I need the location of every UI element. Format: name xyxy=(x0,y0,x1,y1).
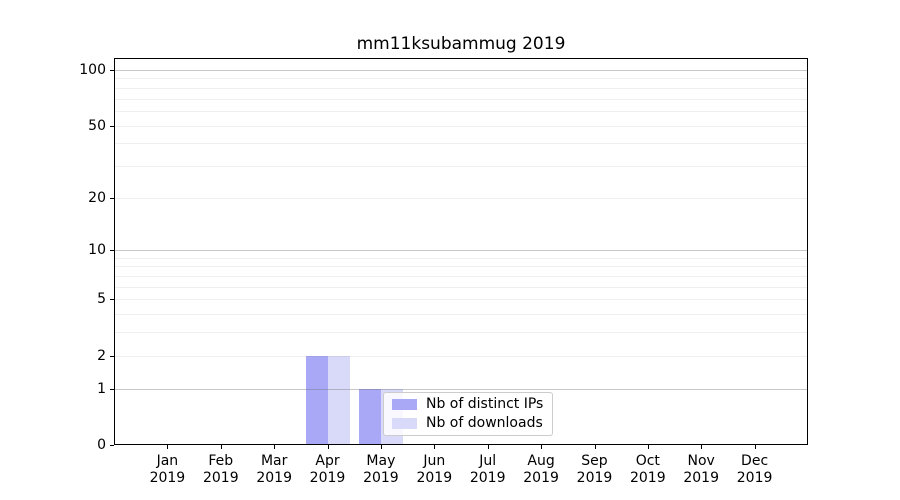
legend-swatch-distinct-ips xyxy=(392,399,417,410)
y-tick-mark xyxy=(110,299,114,301)
major-gridline xyxy=(114,388,808,390)
minor-gridline xyxy=(114,314,808,316)
minor-gridline xyxy=(114,98,808,100)
legend-swatch-downloads xyxy=(392,418,417,429)
major-gridline xyxy=(114,70,808,71)
x-tick-mark xyxy=(167,445,169,449)
minor-gridline xyxy=(114,143,808,145)
y-tick-mark xyxy=(110,250,114,252)
x-tick-mark xyxy=(541,445,543,449)
y-tick-label: 5 xyxy=(97,291,106,308)
legend-item-distinct-ips: Nb of distinct IPs xyxy=(392,397,543,412)
y-tick-label: 2 xyxy=(97,347,106,364)
y-tick-label: 50 xyxy=(88,117,106,134)
minor-gridline xyxy=(114,355,808,357)
minor-gridline xyxy=(114,125,808,127)
x-tick-mark xyxy=(434,445,436,449)
legend-label-downloads: Nb of downloads xyxy=(426,415,543,431)
minor-gridline xyxy=(114,257,808,259)
x-tick-label: Feb 2019 xyxy=(202,453,239,486)
x-tick-label: Nov 2019 xyxy=(683,453,719,486)
x-tick-label: Jul 2019 xyxy=(469,453,506,486)
x-tick-label: Jun 2019 xyxy=(416,453,453,486)
y-tick-label: 10 xyxy=(88,242,106,259)
x-tick-mark xyxy=(487,445,489,449)
bar-distinct-ips xyxy=(305,355,328,445)
bar-distinct-ips xyxy=(358,388,381,445)
y-tick-mark xyxy=(110,125,114,127)
x-tick-label: Jan 2019 xyxy=(149,453,186,486)
legend: Nb of distinct IPs Nb of downloads xyxy=(383,392,554,436)
x-tick-mark xyxy=(647,445,649,449)
minor-gridline xyxy=(114,332,808,334)
x-tick-label: May 2019 xyxy=(363,453,399,486)
y-tick-mark xyxy=(110,445,114,446)
y-tick-label: 1 xyxy=(97,380,106,397)
legend-item-downloads: Nb of downloads xyxy=(392,416,543,431)
x-tick-label: Aug 2019 xyxy=(523,453,559,486)
minor-gridline xyxy=(114,266,808,268)
x-tick-mark xyxy=(754,445,756,449)
minor-gridline xyxy=(114,110,808,112)
x-tick-mark xyxy=(380,445,382,449)
minor-gridline xyxy=(114,299,808,301)
x-tick-mark xyxy=(327,445,329,449)
legend-label-distinct-ips: Nb of distinct IPs xyxy=(426,396,544,412)
x-tick-mark xyxy=(594,445,596,449)
minor-gridline xyxy=(114,165,808,167)
x-tick-mark xyxy=(701,445,703,449)
plot-area xyxy=(114,58,808,445)
minor-gridline xyxy=(114,87,808,89)
chart-title: mm11ksubammug 2019 xyxy=(356,34,566,54)
x-tick-label: Apr 2019 xyxy=(309,453,346,486)
minor-gridline xyxy=(114,286,808,288)
x-tick-label: Sep 2019 xyxy=(576,453,613,486)
x-tick-mark xyxy=(220,445,222,449)
y-tick-mark xyxy=(110,355,114,357)
y-tick-mark xyxy=(110,197,114,199)
y-tick-mark xyxy=(110,70,114,71)
x-tick-label: Oct 2019 xyxy=(629,453,666,486)
bar-downloads xyxy=(327,355,350,445)
y-tick-label: 100 xyxy=(79,62,106,78)
major-gridline xyxy=(114,250,808,252)
y-tick-mark xyxy=(110,388,114,390)
y-tick-label: 0 xyxy=(97,437,106,453)
x-tick-label: Dec 2019 xyxy=(736,453,773,486)
x-tick-label: Mar 2019 xyxy=(256,453,292,486)
y-tick-label: 20 xyxy=(88,189,106,206)
minor-gridline xyxy=(114,276,808,277)
minor-gridline xyxy=(114,197,808,199)
x-tick-mark xyxy=(274,445,276,449)
minor-gridline xyxy=(114,78,808,80)
